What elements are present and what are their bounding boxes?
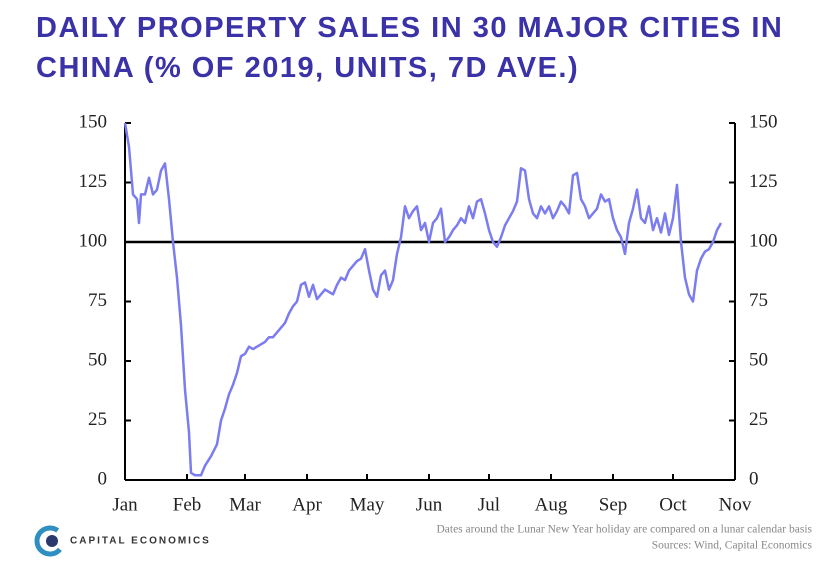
x-tick-label: Aug — [535, 494, 568, 515]
x-tick-label: Jan — [112, 494, 138, 515]
y-tick-label: 150 — [79, 111, 108, 132]
y2-tick-label: 125 — [749, 171, 778, 192]
y2-tick-label: 100 — [749, 230, 778, 251]
y-tick-label: 0 — [98, 468, 108, 489]
y-tick-label: 25 — [88, 409, 107, 430]
x-tick-label: Nov — [719, 494, 752, 515]
y2-tick-label: 0 — [749, 468, 759, 489]
data-line — [123, 122, 723, 477]
x-tick-label: Jun — [416, 494, 443, 515]
x-tick-label: Oct — [659, 494, 687, 515]
x-tick-label: Feb — [173, 494, 202, 515]
brand: CAPITAL ECONOMICS — [70, 536, 211, 547]
y2-tick-label: 25 — [749, 409, 768, 430]
y-tick-label: 75 — [88, 290, 107, 311]
y-tick-label: 50 — [88, 349, 107, 370]
chart-title: DAILY PROPERTY SALES IN 30 MAJOR CITIES … — [36, 12, 784, 84]
logo-icon — [34, 525, 66, 557]
y2-tick-label: 75 — [749, 290, 768, 311]
y-tick-label: 100 — [79, 230, 108, 251]
footnote: Dates around the Lunar New Year holiday … — [436, 524, 812, 536]
y2-tick-label: 150 — [749, 111, 778, 132]
x-tick-label: Jul — [478, 494, 500, 515]
y2-tick-label: 50 — [749, 349, 768, 370]
x-tick-label: May — [350, 494, 385, 515]
x-tick-label: Mar — [229, 494, 261, 515]
source: Sources: Wind, Capital Economics — [652, 540, 813, 552]
x-tick-label: Apr — [292, 494, 322, 515]
x-tick-label: Sep — [599, 494, 628, 515]
y-tick-label: 125 — [79, 171, 108, 192]
